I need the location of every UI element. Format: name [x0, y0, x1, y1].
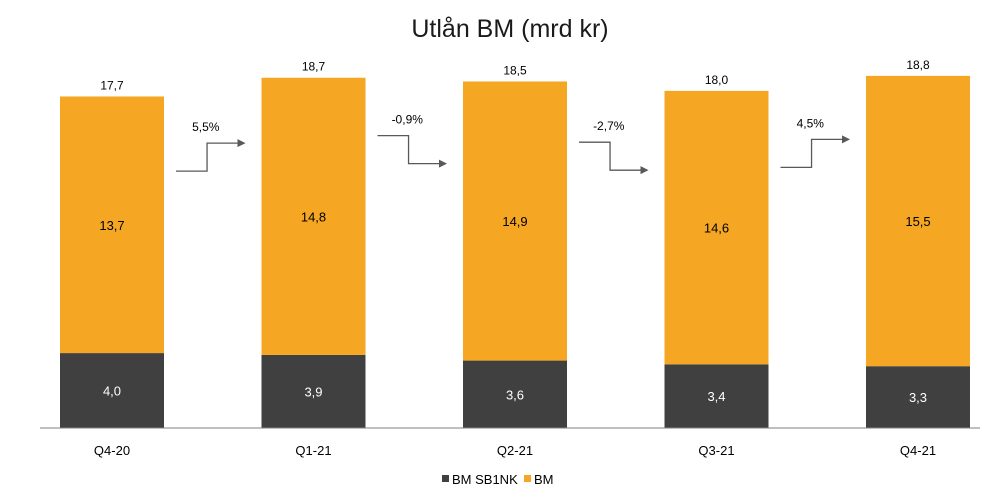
growth-arrow-up [780, 135, 850, 169]
total-label: 18,0 [705, 73, 729, 87]
legend-swatch-bm-sb1nk [442, 475, 449, 482]
legend: BM SB1NK BM [442, 472, 554, 487]
legend-swatch-bm [524, 475, 531, 482]
legend-label: BM SB1NK [452, 472, 518, 487]
data-label-bm-sb1nk: 3,4 [707, 389, 725, 404]
bar-bm-q3-21 [664, 90, 769, 365]
growth-label: 4,5% [797, 116, 825, 130]
bar-bm-sb1nk-q1-21 [261, 354, 366, 428]
growth-arrow-down [579, 141, 649, 175]
data-label-bm: 14,6 [704, 221, 729, 236]
total-label: 18,5 [503, 63, 527, 77]
growth-arrow-up [176, 139, 246, 172]
growth-arrow-down [377, 134, 447, 168]
total-label: 18,8 [906, 58, 930, 72]
bar-bm-sb1nk-q2-21 [463, 360, 567, 428]
growth-label: -2,7% [593, 119, 625, 133]
x-tick-label: Q4-21 [900, 443, 936, 458]
total-label: 17,7 [100, 78, 124, 92]
data-label-bm: 13,7 [99, 218, 124, 233]
x-tick-label: Q2-21 [497, 443, 533, 458]
bars-group: 4,0 13,7 17,7 3,9 14,8 18,7 3,6 14,9 18,5 3,4 14,6… [60, 58, 970, 428]
x-tick-labels: Q4-20 Q1-21 Q2-21 Q3-21 Q4-21 [94, 443, 936, 458]
bar-bm-q1-21 [261, 77, 366, 355]
x-tick-label: Q4-20 [94, 443, 130, 458]
data-label-bm-sb1nk: 3,6 [506, 387, 524, 402]
bar-bm-sb1nk-q4-21 [866, 366, 970, 428]
growth-label: -0,9% [392, 113, 424, 127]
data-label-bm-sb1nk: 4,0 [103, 384, 121, 399]
legend-label: BM [534, 472, 554, 487]
data-label-bm-sb1nk: 3,3 [909, 390, 927, 405]
x-tick-label: Q3-21 [698, 443, 734, 458]
chart-title: Utlån BM (mrd kr) [411, 15, 608, 43]
bar-bm-q4-20 [60, 96, 164, 354]
data-label-bm: 14,9 [502, 214, 527, 229]
bar-bm-sb1nk-q4-20 [60, 353, 164, 428]
data-label-bm-sb1nk: 3,9 [304, 384, 322, 399]
total-label: 18,7 [302, 60, 326, 74]
data-label-bm: 15,5 [905, 214, 930, 229]
bar-bm-q2-21 [463, 81, 567, 361]
bar-bm-q4-21 [866, 75, 970, 367]
data-label-bm: 14,8 [301, 209, 326, 224]
growth-label: 5,5% [192, 120, 220, 134]
bar-bm-sb1nk-q3-21 [664, 364, 769, 428]
growth-arrows-group: 5,5% -0,9% -2,7% 4,5% [176, 113, 850, 175]
x-tick-label: Q1-21 [295, 443, 331, 458]
